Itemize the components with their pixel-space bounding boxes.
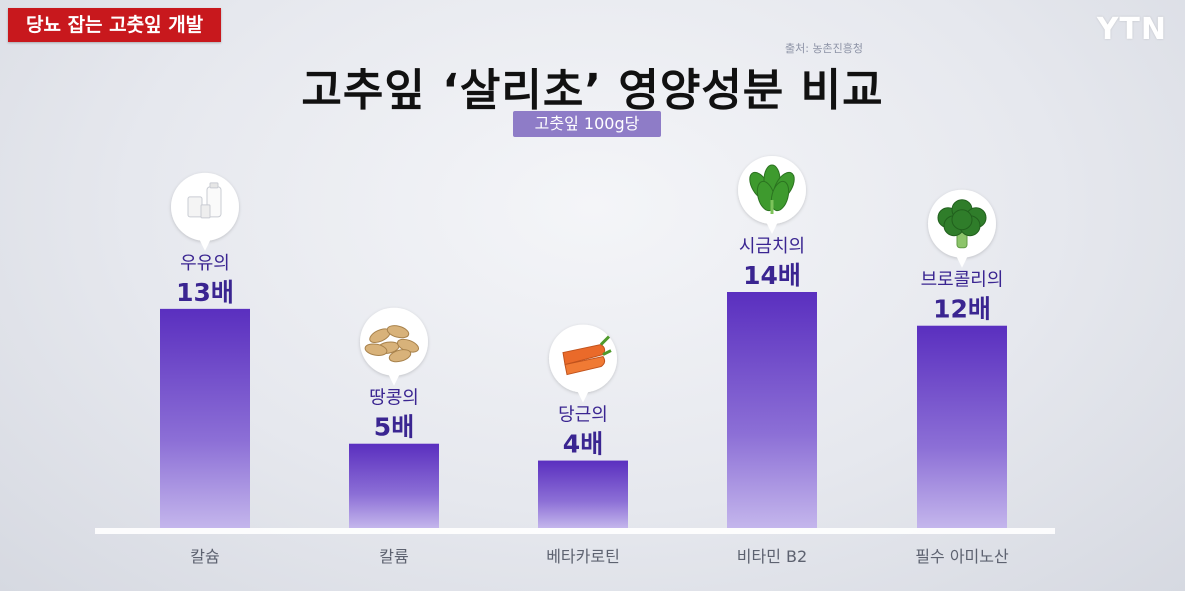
broccoli-icon [928,189,996,268]
comparison-label-4: 브로콜리의 [921,270,1004,291]
value-label-3: 14배 [743,261,801,290]
source-credit: 출처: 농촌진흥청 [785,42,864,55]
comparison-label-0: 우유의 [180,253,230,274]
milk-icon [171,172,239,251]
unit-badge: 고춧잎 100g당 [513,111,661,137]
bar-2 [538,460,628,528]
comparison-label-3: 시금치의 [739,236,805,257]
bar-0 [160,308,250,528]
category-label-1: 칼륨 [379,547,408,566]
value-label-1: 5배 [374,413,414,442]
value-label-2: 4배 [563,430,603,459]
peanut-icon [360,307,428,386]
chart-baseline [95,528,1055,534]
category-label-2: 베타카로틴 [546,547,620,566]
chart-title: 고추잎 ‘살리초’ 영양성분 비교 [301,65,884,116]
category-label-0: 칼슘 [190,547,219,566]
value-label-4: 12배 [933,295,991,324]
category-label-3: 비타민 B2 [737,547,807,566]
value-label-0: 13배 [176,278,234,307]
carrot-icon [549,324,617,403]
news-topic-tag: 당뇨 잡는 고춧잎 개발 [8,8,222,42]
category-label-4: 필수 아미노산 [915,547,1009,566]
broadcaster-logo: YTN [1096,12,1167,47]
comparison-label-1: 땅콩의 [369,388,419,409]
comparison-label-2: 당근의 [558,405,608,426]
spinach-icon [738,156,806,234]
bar-3 [727,292,817,528]
bar-1 [349,443,439,528]
bar-4 [917,325,1007,528]
